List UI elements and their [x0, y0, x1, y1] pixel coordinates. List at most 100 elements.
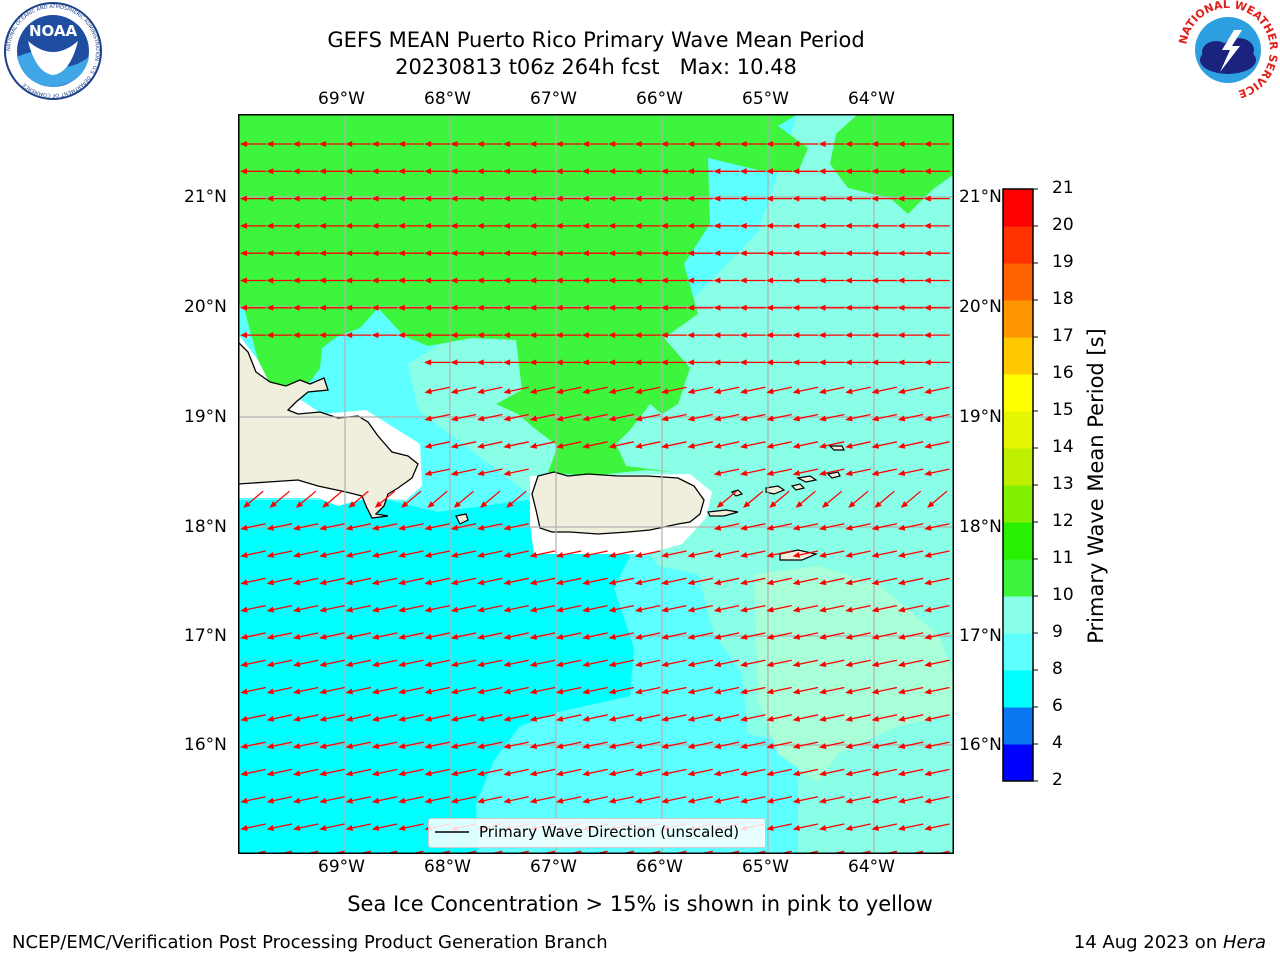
wave-arrow [897, 523, 924, 531]
wave-arrow [345, 141, 372, 147]
wave-arrow [687, 250, 714, 257]
wave-arrow [687, 659, 713, 668]
wave-arrow [634, 632, 661, 640]
wave-arrow [424, 168, 451, 175]
wave-arrow [897, 141, 924, 147]
wave-arrow [581, 304, 608, 311]
wave-arrow [476, 304, 503, 311]
wave-arrow [243, 490, 264, 508]
wave-arrow [634, 277, 661, 284]
wave-arrow [608, 741, 635, 749]
wave-arrow [766, 332, 792, 339]
wave-arrow [477, 632, 503, 640]
wave-arrow [844, 359, 871, 366]
wave-arrow [821, 490, 843, 508]
wave-arrow [687, 222, 714, 229]
wave-arrow [503, 413, 529, 422]
wave-arrow [503, 632, 529, 640]
wave-arrow [292, 796, 319, 804]
wave-arrow [766, 577, 792, 586]
wave-arrow [318, 250, 345, 257]
wave-arrow [581, 195, 608, 202]
colorbar-tick-label: 21 [1052, 178, 1074, 198]
wave-arrow [424, 195, 451, 202]
wave-arrow [266, 141, 293, 147]
lon-label-top-68w: 68°W [424, 89, 471, 109]
wave-arrow [608, 386, 635, 395]
wave-arrow [713, 686, 740, 695]
wave-arrow [529, 250, 556, 257]
wave-arrow [687, 441, 713, 449]
wave-arrow [900, 490, 922, 508]
wave-arrow [503, 550, 529, 558]
wave-arrow [661, 768, 687, 777]
wave-arrow [740, 632, 766, 640]
wave-arrow [292, 195, 319, 202]
wave-arrow [555, 441, 582, 449]
wave-arrow [742, 490, 764, 508]
wave-arrow [424, 386, 450, 395]
wave-arrow [503, 604, 529, 613]
wave-arrow [740, 768, 766, 777]
wave-arrow [240, 714, 266, 722]
wave-arrow [424, 604, 450, 613]
wave-arrow [424, 141, 451, 147]
wave-arrow [398, 659, 424, 668]
wave-arrow [529, 222, 556, 229]
wave-arrow [555, 550, 582, 558]
lat-label-right-17n: 17°N [959, 626, 1002, 646]
lon-label-bottom-67w: 67°W [530, 857, 577, 877]
wave-arrow [424, 796, 450, 804]
wave-arrow [661, 577, 687, 586]
lon-label-bottom-68w: 68°W [424, 857, 471, 877]
wave-arrow [792, 796, 819, 804]
wave-arrow [661, 714, 687, 722]
colorbar-segment [1003, 485, 1033, 523]
wave-arrow [845, 468, 871, 476]
wave-arrow [424, 332, 451, 339]
wave-arrow [371, 332, 398, 339]
wave-arrow [687, 168, 714, 175]
wave-arrow [818, 577, 845, 586]
wave-arrow [424, 523, 450, 531]
wave-arrow [660, 359, 687, 366]
wave-arrow [792, 250, 819, 257]
wave-arrow [529, 796, 556, 804]
wave-arrow [845, 741, 871, 749]
wave-arrow [871, 468, 898, 476]
wave-arrow [318, 222, 345, 229]
wave-arrow [582, 441, 608, 449]
wave-arrow [792, 714, 819, 722]
wave-arrow [398, 686, 424, 695]
land-anegada [826, 471, 841, 479]
wave-arrow [581, 222, 608, 229]
wave-arrow [792, 168, 819, 175]
wave-arrow [608, 359, 635, 366]
wave-arrow [555, 304, 582, 311]
wave-arrow [529, 277, 556, 284]
wave-arrow [845, 823, 871, 831]
wave-arrow [687, 550, 713, 558]
wave-arrow [371, 823, 398, 831]
wave-arrow [660, 195, 687, 202]
wave-arrow [818, 714, 845, 722]
wave-arrow [371, 141, 398, 147]
wave-arrow [240, 632, 266, 640]
wave-arrow [634, 332, 661, 339]
wave-arrow [397, 250, 424, 257]
wave-arrow [923, 195, 950, 202]
wave-arrow [713, 523, 740, 531]
wave-arrow [319, 796, 345, 804]
wave-arrow [923, 277, 950, 284]
wave-arrow [766, 277, 792, 284]
wave-arrow [845, 386, 871, 395]
lat-label-left-19n: 19°N [184, 407, 227, 427]
wave-arrow [897, 222, 924, 229]
wave-arrow [713, 359, 740, 366]
wave-arrow [660, 277, 687, 284]
wave-arrow [240, 768, 266, 777]
wave-arrow [871, 796, 898, 804]
wave-arrow [345, 796, 372, 804]
wave-arrow [322, 490, 343, 508]
wave-arrow [716, 490, 738, 508]
